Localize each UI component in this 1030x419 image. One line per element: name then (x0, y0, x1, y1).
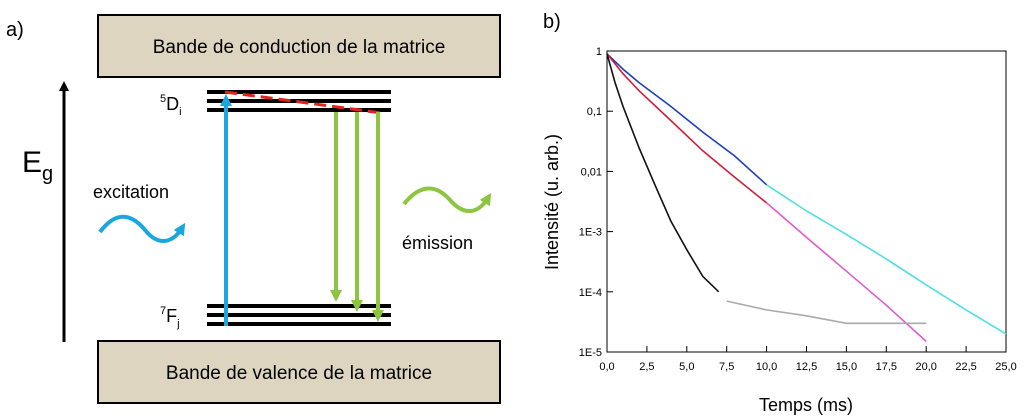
y-tick-label: 0,01 (581, 166, 602, 178)
x-tick-label: 10,0 (756, 361, 777, 373)
energy-axis-label: Eg (22, 146, 53, 185)
series-layer (606, 53, 1007, 342)
panel-b: b) 0,0 2,5 5,0 7,5 10,0 12,5 15,0 17,5 20,0 22,5 2… (542, 11, 1017, 415)
series-line-1 (606, 53, 768, 186)
x-tick-label: 0,0 (599, 361, 614, 373)
series-line-6 (726, 300, 927, 325)
panel-b-label: b) (543, 11, 561, 33)
upper-level-label: 5Di (160, 93, 182, 118)
series-line-3 (606, 53, 768, 204)
x-ticks: 0,0 2,5 5,0 7,5 10,0 12,5 15,0 17,5 20,0 22,5 25,0 (599, 346, 1017, 373)
x-axis-label: Temps (ms) (759, 395, 853, 415)
conduction-band-label: Bande de conduction de la matrice (153, 37, 446, 58)
plot-frame (606, 50, 1007, 353)
excitation-wave-icon (98, 214, 186, 243)
x-tick-label: 7,5 (719, 361, 734, 373)
panel-a: a) Bande de conduction de la matrice Ban… (6, 14, 501, 404)
series-line-4 (766, 202, 927, 342)
x-tick-label: 2,5 (639, 361, 654, 373)
y-ticks: 1 0,1 0,01 1E-3 1E-4 1E-5 (579, 46, 613, 359)
x-tick-label: 15,0 (836, 361, 857, 373)
emission-label: émission (402, 233, 473, 253)
x-tick-label: 25,0 (995, 361, 1016, 373)
y-tick-label: 1E-4 (579, 287, 602, 299)
y-tick-label: 1E-5 (579, 347, 602, 359)
x-tick-label: 5,0 (679, 361, 694, 373)
x-tick-label: 20,0 (915, 361, 936, 373)
conduction-band-box (97, 14, 501, 78)
series-line-5 (606, 53, 720, 293)
excitation-label: excitation (93, 182, 169, 202)
y-tick-label: 1E-3 (579, 227, 602, 239)
x-tick-label: 12,5 (796, 361, 817, 373)
y-tick-label: 0,1 (587, 106, 602, 118)
y-tick-label: 1 (596, 46, 602, 58)
emission-wave-icon (402, 186, 492, 213)
y-axis-label: Intensité (u. arb.) (542, 134, 562, 270)
lower-energy-levels (207, 304, 391, 326)
lower-level-label: 7Fj (160, 305, 180, 330)
x-tick-label: 17,5 (876, 361, 897, 373)
x-tick-label: 22,5 (955, 361, 976, 373)
panel-a-label: a) (6, 19, 24, 41)
valence-band-label: Bande de valence de la matrice (166, 363, 432, 384)
series-line-2 (766, 184, 1007, 335)
relaxation-dashed-line (224, 90, 383, 115)
valence-band-box (97, 340, 501, 404)
